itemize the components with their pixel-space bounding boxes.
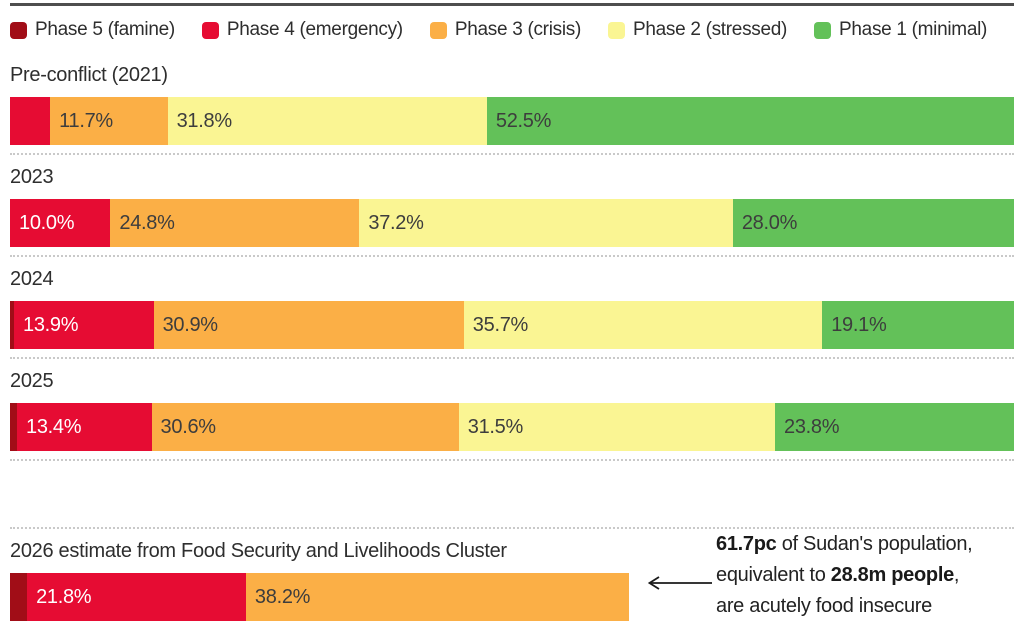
chart-rows: Pre-conflict (2021) 11.7% 31.8% 52.5% 2023 10…: [10, 63, 1014, 621]
dotted-separator: [10, 527, 1014, 529]
stacked-bar: 11.7% 31.8% 52.5%: [10, 97, 1014, 145]
segment-value-label: 11.7%: [59, 109, 113, 132]
bar-segment-phase2: 35.7%: [463, 301, 823, 349]
legend-label: Phase 3 (crisis): [454, 19, 581, 40]
legend-item-phase2: Phase 2 (stressed): [607, 19, 788, 41]
bar-segment-phase4: [10, 97, 51, 145]
bar-segment-phase1: 19.1%: [822, 301, 1014, 349]
annotation-pct-bold: 61.7pc: [716, 533, 777, 555]
legend: Phase 5 (famine) Phase 4 (emergency) Phase…: [10, 19, 1014, 41]
segment-value-label: 35.7%: [472, 313, 529, 336]
stacked-bar: 10.0% 24.8% 37.2% 28.0%: [10, 199, 1014, 247]
segment-value-label: 31.5%: [467, 415, 524, 438]
bar-segment-phase2: 37.2%: [359, 199, 733, 247]
bar-segment-phase5: [10, 573, 28, 621]
stacked-bar: 13.9% 30.9% 35.7% 19.1%: [10, 301, 1014, 349]
bar-segment-phase4: 13.4%: [17, 403, 152, 451]
dotted-separator: [10, 153, 1014, 155]
bar-segment-phase5: [10, 403, 18, 451]
bar-segment-phase4: 10.0%: [10, 199, 111, 247]
annotation-line3: are acutely food insecure: [716, 595, 932, 617]
segment-value-label: 23.8%: [784, 415, 840, 438]
bar-segment-phase1: 28.0%: [732, 199, 1014, 247]
phase2-swatch-icon: [607, 21, 625, 39]
phase4-swatch-icon: [201, 21, 219, 39]
bar-segment-phase3: 30.9%: [153, 301, 464, 349]
bar-segment-phase3: 24.8%: [110, 199, 360, 247]
legend-label: Phase 5 (famine): [35, 19, 175, 40]
stacked-bar: 21.8% 38.2%: [10, 573, 1014, 621]
dotted-separator: [10, 357, 1014, 359]
bar-segment-phase3: 38.2%: [245, 573, 630, 621]
legend-item-phase3: Phase 3 (crisis): [429, 19, 581, 41]
annotation-line2-post: ,: [953, 564, 960, 586]
segment-value-label: 38.2%: [254, 585, 311, 608]
bar-segment-phase5: [10, 301, 15, 349]
segment-value-label: 37.2%: [368, 211, 424, 234]
annotation-line2-pre: equivalent to: [716, 564, 831, 586]
segment-value-label: 10.0%: [19, 211, 75, 234]
chart-container: Phase 5 (famine) Phase 4 (emergency) Phase…: [0, 3, 1024, 621]
legend-label: Phase 2 (stressed): [632, 19, 788, 40]
segment-value-label: 24.8%: [119, 211, 175, 234]
legend-item-phase4: Phase 4 (emergency): [201, 19, 403, 41]
bar-segment-phase1: 23.8%: [775, 403, 1014, 451]
dotted-separator: [10, 255, 1014, 257]
bar-segment-phase3: 30.6%: [151, 403, 459, 451]
row-label: 2026 estimate from Food Security and Liv…: [10, 540, 507, 562]
segment-value-label: 21.8%: [36, 585, 92, 608]
bar-segment-phase3: 11.7%: [50, 97, 168, 145]
annotation-people-bold: 28.8m people: [830, 564, 954, 586]
annotation: 61.7pc of Sudan's population, equivalent…: [716, 529, 1018, 622]
row-label: 2023: [10, 166, 54, 188]
phase3-swatch-icon: [429, 21, 447, 39]
row-label: 2025: [10, 370, 54, 392]
segment-value-label: 28.0%: [741, 211, 798, 234]
row-label: Pre-conflict (2021): [10, 64, 168, 86]
left-arrow-icon: [643, 575, 713, 591]
annotation-line1: of Sudan's population,: [776, 533, 973, 555]
legend-label: Phase 4 (emergency): [226, 19, 403, 40]
bar-segment-phase2: 31.5%: [458, 403, 776, 451]
segment-value-label: 30.9%: [162, 313, 219, 336]
segment-value-label: 52.5%: [495, 109, 552, 132]
legend-label: Phase 1 (minimal): [839, 19, 988, 40]
phase1-swatch-icon: [814, 21, 832, 39]
top-rule: [10, 3, 1014, 6]
legend-item-phase1: Phase 1 (minimal): [814, 19, 987, 41]
phase5-swatch-icon: [10, 21, 27, 39]
section-gap: [10, 461, 1014, 519]
segment-value-label: 13.9%: [23, 313, 79, 336]
segment-value-label: 13.4%: [26, 415, 82, 438]
stacked-bar: 13.4% 30.6% 31.5% 23.8%: [10, 403, 1014, 451]
row-label: 2024: [10, 268, 54, 290]
legend-item-phase5: Phase 5 (famine): [10, 19, 175, 41]
bar-segment-phase1: 52.5%: [486, 97, 1014, 145]
bar-segment-phase4: 21.8%: [27, 573, 246, 621]
segment-value-label: 19.1%: [831, 313, 887, 336]
bar-segment-phase4: 13.9%: [14, 301, 154, 349]
bar-segment-phase2: 31.8%: [167, 97, 487, 145]
dotted-separator: [10, 459, 1014, 461]
segment-value-label: 30.6%: [160, 415, 217, 438]
segment-value-label: 31.8%: [176, 109, 233, 132]
